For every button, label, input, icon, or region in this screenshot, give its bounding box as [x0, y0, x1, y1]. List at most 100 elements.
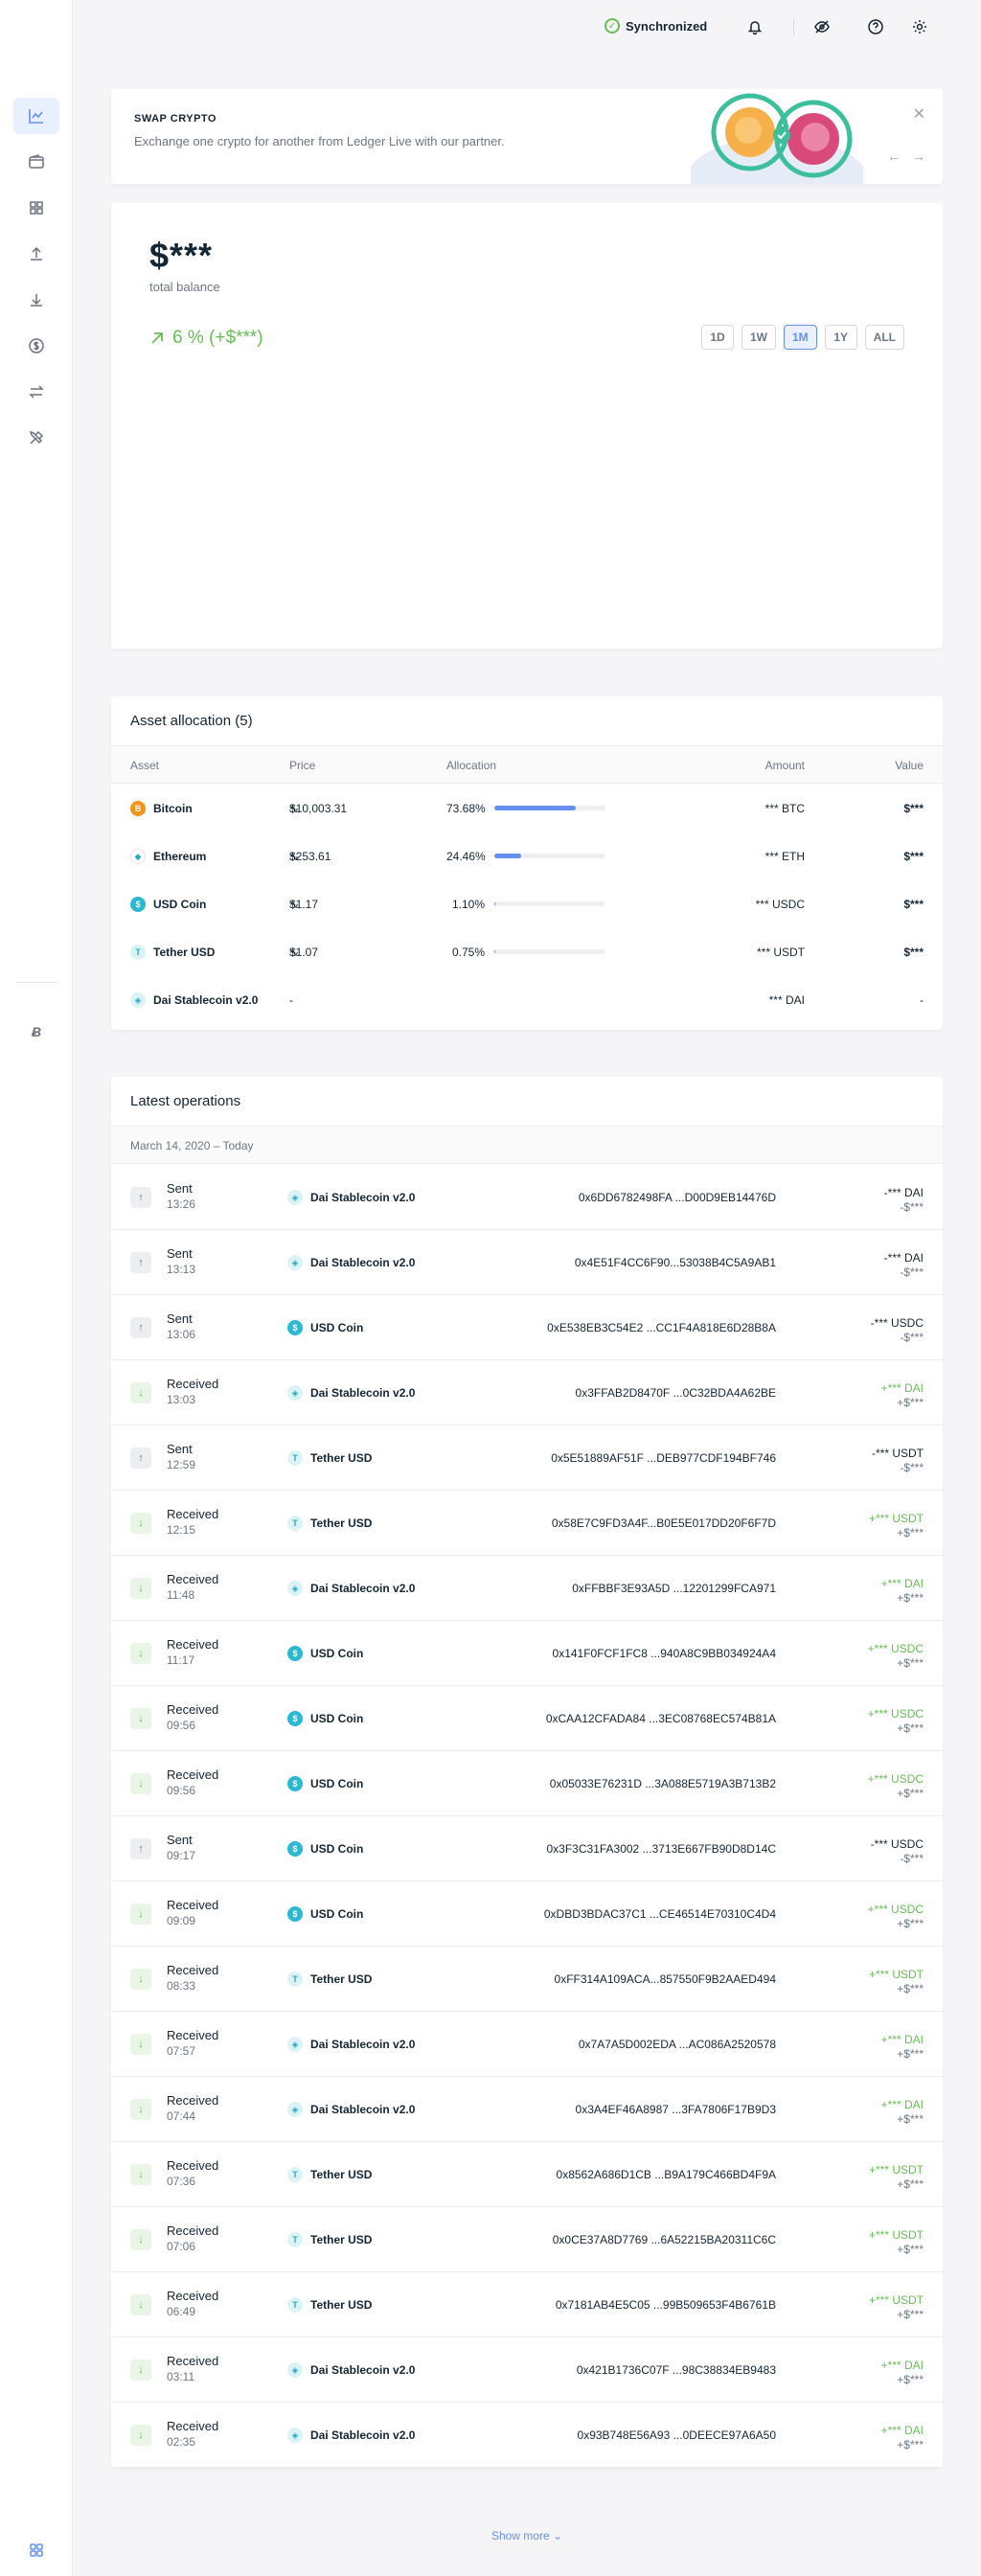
operation-row[interactable]: ↓ Received 09:56 $ USD Coin 0x05033E76231D ..… [111, 1751, 943, 1816]
settings-button[interactable] [908, 15, 931, 38]
hide-balances-button[interactable] [810, 15, 833, 38]
operation-fiat-value: -$*** [900, 1265, 924, 1279]
operation-row[interactable]: ↓ Received 12:15 T Tether USD 0x58E7C9FD3A4F.… [111, 1491, 943, 1556]
show-more-button[interactable]: Show more ⌄ [490, 2529, 563, 2542]
usdt-icon: T [287, 2232, 303, 2247]
operation-amount: +*** DAI [880, 2033, 924, 2046]
download-icon: ↓ [130, 2099, 151, 2120]
close-icon[interactable]: ✕ [912, 106, 925, 123]
asset-value: $*** [903, 946, 924, 959]
asset-price: ∿ $10,003.31 [289, 802, 347, 815]
operation-row[interactable]: ↑ Sent 12:59 T Tether USD 0x5E51889AF51F ...D… [111, 1425, 943, 1491]
usdc-icon: $ [287, 1841, 303, 1857]
sidebar-item-accounts[interactable] [13, 144, 59, 180]
topbar: ✓ Synchronized [73, 0, 981, 56]
sidebar-starred-bitcoin[interactable]: Ƀ [13, 1014, 59, 1050]
swap-banner[interactable]: SWAP CRYPTO Exchange one crypto for anot… [111, 89, 943, 184]
arrow-right-icon[interactable]: → [912, 148, 925, 164]
operation-row[interactable]: ↓ Received 03:11 ◈ Dai Stablecoin v2.0 0x421B… [111, 2337, 943, 2403]
operation-row[interactable]: ↑ Sent 13:26 ◈ Dai Stablecoin v2.0 0x6DD67824… [111, 1165, 943, 1230]
period-button-all[interactable]: ALL [864, 325, 904, 350]
operation-row[interactable]: ↓ Received 07:36 T Tether USD 0x8562A686D1CB … [111, 2142, 943, 2207]
operation-type: Received [167, 1702, 219, 1717]
allocation-row[interactable]: ◆ Ethereum ∿ $253.61 24.46% *** ETH $*** [111, 832, 943, 880]
operation-address: 0x05033E76231D ...3A088E5719A3B713B2 [549, 1777, 776, 1790]
sidebar-item-manager[interactable] [13, 190, 59, 226]
operation-row[interactable]: ↑ Sent 09:17 $ USD Coin 0x3F3C31FA3002 ...371… [111, 1816, 943, 1881]
operation-currency: Tether USD [310, 1972, 373, 1986]
sidebar-item-buy[interactable] [13, 328, 59, 364]
asset-price-value: - [289, 993, 293, 1007]
operation-time: 07:36 [167, 2175, 196, 2188]
asset-value: $*** [903, 802, 924, 815]
operation-amount: +*** DAI [880, 2359, 924, 2372]
sidebar-item-lend[interactable] [13, 420, 59, 456]
asset-price-value: $253.61 [289, 850, 331, 863]
sync-label: Synchronized [626, 18, 708, 34]
notifications-button[interactable] [743, 15, 766, 38]
allocation-row[interactable]: T Tether USD ∿ $1.07 0.75% *** USDT $*** [111, 928, 943, 976]
operation-row[interactable]: ↓ Received 09:56 $ USD Coin 0xCAA12CFADA84 ..… [111, 1686, 943, 1751]
usdc-icon: $ [287, 1711, 303, 1726]
period-button-1d[interactable]: 1D [701, 325, 734, 350]
help-button[interactable] [864, 15, 887, 38]
operation-row[interactable]: ↓ Received 13:03 ◈ Dai Stablecoin v2.0 0x3FFA… [111, 1360, 943, 1425]
header-price: Price [289, 759, 316, 772]
usdt-icon: T [287, 1450, 303, 1466]
operation-currency: Tether USD [310, 2298, 373, 2312]
operation-fiat-value: -$*** [900, 1852, 924, 1865]
usdt-icon: T [287, 2167, 303, 2182]
operation-row[interactable]: ↓ Received 11:17 $ USD Coin 0x141F0FCF1FC8 ..… [111, 1621, 943, 1686]
period-button-1y[interactable]: 1Y [824, 325, 857, 350]
sidebar-collapse-button[interactable] [13, 2532, 59, 2568]
sidebar-item-receive[interactable] [13, 282, 59, 318]
upload-icon: ↑ [130, 1187, 151, 1208]
operation-row[interactable]: ↑ Sent 13:13 ◈ Dai Stablecoin v2.0 0x4E51F4CC… [111, 1230, 943, 1295]
operation-row[interactable]: ↑ Sent 13:06 $ USD Coin 0xE538EB3C54E2 ...CC1… [111, 1295, 943, 1360]
allocation-bar-fill [494, 949, 495, 954]
operation-row[interactable]: ↓ Received 02:35 ◈ Dai Stablecoin v2.0 0x93B7… [111, 2403, 943, 2468]
btc-icon: B [130, 801, 146, 816]
allocation-bar-fill [494, 806, 577, 810]
dai-icon: ◈ [287, 1255, 303, 1270]
operation-time: 07:57 [167, 2044, 196, 2058]
operation-amount: +*** USDT [868, 2293, 924, 2307]
sidebar-item-portfolio[interactable] [13, 98, 59, 134]
allocation-row[interactable]: B Bitcoin ∿ $10,003.31 73.68% *** BTC $*** [111, 785, 943, 832]
operation-row[interactable]: ↓ Received 07:44 ◈ Dai Stablecoin v2.0 0x3A4E… [111, 2077, 943, 2142]
allocation-bar [494, 949, 605, 954]
usdt-icon: T [287, 2297, 303, 2313]
operation-row[interactable]: ↓ Received 07:57 ◈ Dai Stablecoin v2.0 0x7A7A… [111, 2012, 943, 2077]
operation-fiat-value: +$*** [897, 2177, 924, 2191]
operation-row[interactable]: ↓ Received 08:33 T Tether USD 0xFF314A109ACA.… [111, 1947, 943, 2012]
period-button-1w[interactable]: 1W [741, 325, 776, 350]
upload-icon: ↑ [130, 1252, 151, 1273]
allocation-row[interactable]: $ USD Coin ∿ $1.17 1.10% *** USDC $*** [111, 880, 943, 928]
period-button-1m[interactable]: 1M [784, 325, 817, 350]
check-circle-icon: ✓ [605, 18, 620, 34]
allocation-row[interactable]: ◈ Dai Stablecoin v2.0 - *** DAI - [111, 976, 943, 1024]
download-icon [31, 294, 42, 307]
dai-icon: ◈ [130, 992, 146, 1008]
operation-row[interactable]: ↓ Received 09:09 $ USD Coin 0xDBD3BDAC37C1 ..… [111, 1881, 943, 1947]
dollar-circle-icon [29, 338, 44, 353]
operation-row[interactable]: ↓ Received 11:48 ◈ Dai Stablecoin v2.0 0xFFBB… [111, 1556, 943, 1621]
usdt-icon: T [130, 945, 146, 960]
operation-currency: Tether USD [310, 2233, 373, 2246]
operation-address: 0xFFBBF3E93A5D ...12201299FCA971 [572, 1582, 776, 1595]
operation-fiat-value: +$*** [897, 2438, 924, 2451]
sync-status[interactable]: ✓ Synchronized [605, 18, 707, 34]
operation-row[interactable]: ↓ Received 06:49 T Tether USD 0x7181AB4E5C05 … [111, 2272, 943, 2337]
download-icon: ↓ [130, 1643, 151, 1664]
sidebar-item-send[interactable] [13, 236, 59, 272]
eye-slash-icon [814, 20, 830, 34]
operation-address: 0x4E51F4CC6F90...53038B4C5A9AB1 [574, 1256, 776, 1269]
dai-icon: ◈ [287, 1385, 303, 1401]
dai-icon: ◈ [287, 1190, 303, 1205]
operation-fiat-value: +$*** [897, 2373, 924, 2386]
operation-time: 09:17 [167, 1849, 196, 1862]
operation-amount: -*** DAI [883, 1251, 924, 1265]
sidebar-item-swap[interactable] [13, 374, 59, 410]
operation-row[interactable]: ↓ Received 07:06 T Tether USD 0x0CE37A8D7769 … [111, 2207, 943, 2272]
arrow-left-icon[interactable]: ← [887, 148, 901, 164]
